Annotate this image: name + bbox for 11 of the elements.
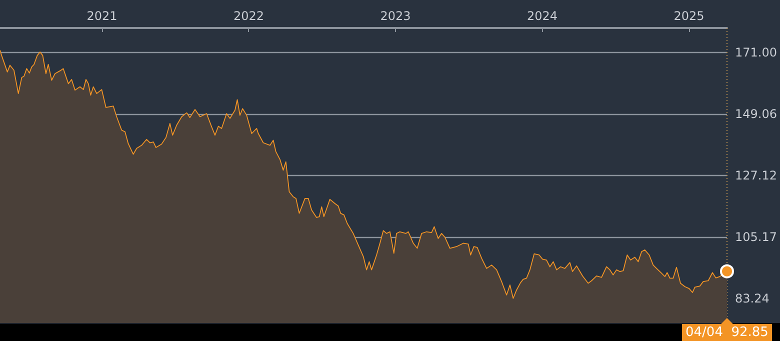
y-tick-label: 171.00 — [735, 46, 777, 60]
x-tick-label: 2024 — [526, 9, 558, 23]
y-tick-label: 149.06 — [735, 107, 777, 122]
x-tick-label: 2025 — [674, 9, 704, 23]
x-tick-label: 2021 — [86, 9, 118, 23]
x-tick-label: 2023 — [380, 9, 411, 23]
y-tick-label: 83.24 — [735, 291, 770, 306]
text: 04/04 92.85 — [682, 324, 772, 341]
x-tick-label: 2022 — [233, 9, 264, 23]
y-tick-label: 127.12 — [735, 168, 777, 182]
y-tick-label: 105.17 — [735, 230, 777, 244]
